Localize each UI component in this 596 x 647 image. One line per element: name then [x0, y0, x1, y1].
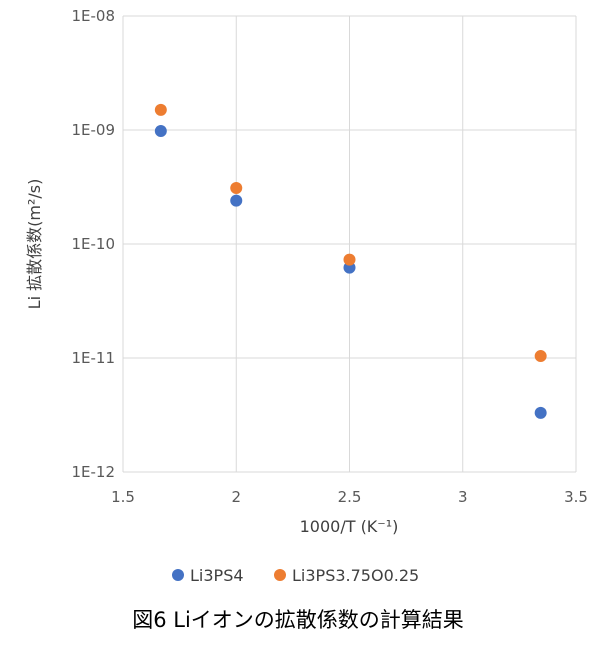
- y-tick-label: 1E-10: [71, 235, 115, 253]
- y-tick-labels: 1E-08 1E-09 1E-10 1E-11 1E-12: [71, 7, 115, 481]
- x-axis-title: 1000/T (K⁻¹): [300, 517, 399, 536]
- legend-label-series-1: Li3PS4: [190, 566, 244, 585]
- chart: 1.5 2 2.5 3 3.5 1E-08 1E-09 1E-10 1E-11 1E-12 10…: [0, 0, 596, 600]
- legend: Li3PS4 Li3PS3.75O0.25: [172, 566, 419, 585]
- y-tick-label: 1E-11: [71, 349, 115, 367]
- x-tick-labels: 1.5 2 2.5 3 3.5: [111, 488, 588, 506]
- data-point-series-1: [535, 407, 547, 419]
- y-axis-title: Li 拡散係数(m²/s): [25, 179, 44, 310]
- data-point-series-1: [230, 195, 242, 207]
- x-tick-label: 3: [458, 488, 468, 506]
- data-point-series-1: [155, 125, 167, 137]
- x-tick-label: 2.5: [338, 488, 362, 506]
- data-points: [155, 104, 547, 419]
- data-point-series-2: [155, 104, 167, 116]
- y-tick-label: 1E-12: [71, 463, 115, 481]
- data-point-series-2: [344, 254, 356, 266]
- y-tick-label: 1E-08: [71, 7, 115, 25]
- figure-caption: 図6 Liイオンの拡散係数の計算結果: [0, 604, 596, 634]
- x-tick-label: 1.5: [111, 488, 135, 506]
- data-point-series-2: [230, 182, 242, 194]
- data-point-series-2: [535, 350, 547, 362]
- gridlines: [123, 16, 576, 472]
- legend-label-series-2: Li3PS3.75O0.25: [292, 566, 419, 585]
- legend-marker-series-1: [172, 569, 184, 581]
- legend-marker-series-2: [274, 569, 286, 581]
- x-tick-label: 2: [231, 488, 241, 506]
- x-tick-label: 3.5: [564, 488, 588, 506]
- y-tick-label: 1E-09: [71, 121, 115, 139]
